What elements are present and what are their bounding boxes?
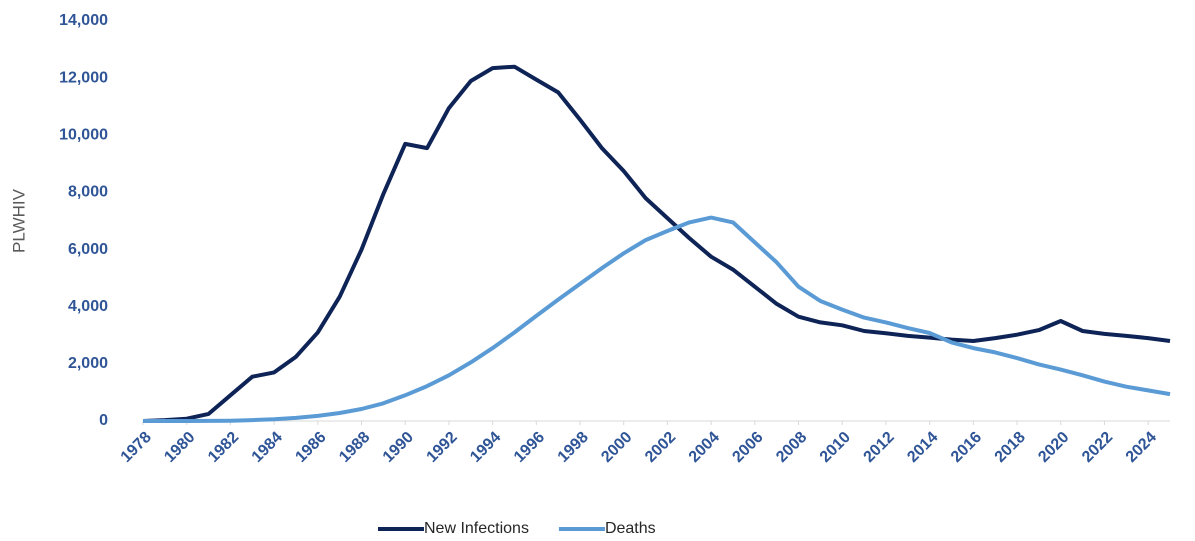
x-tick-label: 2014: [904, 429, 941, 466]
y-tick-label: 12,000: [59, 69, 108, 86]
legend-label: New Infections: [424, 520, 529, 537]
x-tick-label: 1988: [336, 429, 373, 466]
series-line: [142, 64, 1171, 423]
x-tick-label: 1992: [424, 429, 461, 466]
y-tick-label: 8,000: [68, 184, 108, 201]
y-tick-label: 4,000: [68, 298, 108, 315]
y-tick-label: 2,000: [68, 355, 108, 372]
x-tick-label: 1982: [205, 429, 242, 466]
x-tick-label: 2000: [598, 429, 635, 466]
x-tick-label: 2010: [817, 429, 854, 466]
x-tick-label: 1978: [118, 429, 155, 466]
x-tick-label: 2008: [773, 429, 810, 466]
x-tick-label: 1998: [555, 429, 592, 466]
x-tick-label: 2024: [1123, 429, 1160, 466]
x-tick-label: 1994: [467, 429, 504, 466]
x-tick-label: 2022: [1079, 429, 1116, 466]
legend-label: Deaths: [605, 520, 656, 537]
x-tick-label: 1990: [380, 429, 417, 466]
y-tick-label: 14,000: [59, 12, 108, 29]
x-tick-label: 1986: [292, 429, 329, 466]
x-tick-label: 2020: [1035, 429, 1072, 466]
x-tick-label: 2018: [992, 429, 1029, 466]
x-tick-label: 1996: [511, 429, 548, 466]
x-tick-label: 2006: [729, 429, 766, 466]
y-tick-label: 0: [99, 412, 108, 429]
y-tick-label: 10,000: [59, 127, 108, 144]
x-tick-label: 1984: [249, 429, 286, 466]
y-axis-title: PLWHIV: [9, 188, 28, 253]
x-tick-label: 1980: [161, 429, 198, 466]
x-tick-label: 2012: [861, 429, 898, 466]
series-line: [143, 215, 1171, 423]
y-tick-label: 6,000: [68, 241, 108, 258]
x-tick-label: 2002: [642, 429, 679, 466]
x-tick-label: 2016: [948, 429, 985, 466]
x-tick-label: 2004: [686, 429, 723, 466]
